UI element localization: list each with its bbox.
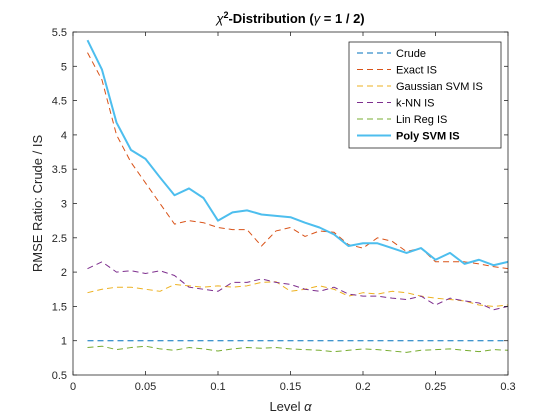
legend-label-2: Gaussian SVM IS xyxy=(396,81,483,93)
chart-title-group: χ2-Distribution (γ = 1 / 2) xyxy=(215,10,364,26)
x-tick-label: 0.2 xyxy=(355,381,370,393)
title-mid: -Distribution ( xyxy=(228,11,314,26)
title-suffix: = 1 / 2) xyxy=(320,11,364,26)
x-tick-label: 0 xyxy=(70,381,76,393)
x-tick-label: 0.15 xyxy=(280,381,301,393)
y-axis-label: RMSE Ratio: Crude / IS xyxy=(30,135,45,273)
series-group xyxy=(86,39,508,353)
legend: Crude Exact IS Gaussian SVM IS k-NN IS Lin R… xyxy=(348,41,502,149)
x-tick-label: 0.3 xyxy=(500,381,515,393)
series-line-5 xyxy=(86,39,508,267)
axis-labels-group: Level α RMSE Ratio: Crude / IS xyxy=(30,135,312,414)
y-tick-label: 4.5 xyxy=(52,96,67,108)
legend-label-1: Exact IS xyxy=(396,65,437,77)
y-tick-label: 0.5 xyxy=(52,370,67,382)
series-line-3 xyxy=(87,261,508,311)
x-axis-label-symbol: α xyxy=(304,399,312,414)
ticks-group: 0 0.05 0.1 0.15 0.2 0.25 0.3 0.5 1 1.5 2 2.5 3 3.5 4 4.… xyxy=(52,27,516,393)
y-tick-label: 4 xyxy=(61,130,67,142)
legend-label-4: Lin Reg IS xyxy=(396,114,447,126)
title-gamma: γ xyxy=(314,11,322,26)
x-tick-label: 0.25 xyxy=(425,381,446,393)
x-tick-label: 0.1 xyxy=(210,381,225,393)
y-tick-label: 2 xyxy=(61,267,67,279)
series-line-1 xyxy=(87,52,508,270)
x-axis-label-text: Level xyxy=(269,399,304,414)
y-tick-label: 2.5 xyxy=(52,233,67,245)
title-sup: 2 xyxy=(223,10,228,20)
y-tick-label: 3.5 xyxy=(52,164,67,176)
legend-box xyxy=(348,41,502,149)
series-line-4 xyxy=(87,345,508,353)
legend-label-5: Poly SVM IS xyxy=(396,131,460,143)
x-tick-label: 0.05 xyxy=(135,381,156,393)
chart-title: χ2-Distribution (γ = 1 / 2) xyxy=(215,10,364,26)
y-tick-label: 1 xyxy=(61,336,67,348)
legend-label-3: k-NN IS xyxy=(396,98,435,110)
series-line-2 xyxy=(87,281,508,307)
y-tick-label: 5 xyxy=(61,61,67,73)
y-tick-label: 3 xyxy=(61,199,67,211)
y-tick-label: 1.5 xyxy=(52,301,67,313)
y-tick-label: 5.5 xyxy=(52,27,67,39)
legend-label-0: Crude xyxy=(396,48,426,60)
x-axis-label: Level α xyxy=(269,399,312,414)
title-chi: χ xyxy=(215,11,224,26)
